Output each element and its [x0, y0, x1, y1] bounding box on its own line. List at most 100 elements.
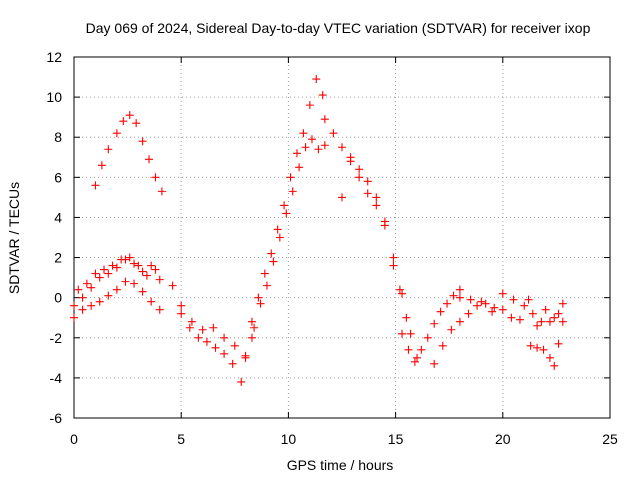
y-tick-label: 2 [54, 250, 62, 266]
y-tick-label: 6 [54, 169, 62, 185]
data-point [464, 309, 473, 318]
data-point [250, 323, 259, 332]
data-point [117, 255, 126, 264]
data-point [398, 329, 407, 338]
x-tick-label: 0 [70, 431, 78, 447]
data-point [269, 257, 278, 266]
series-arc-B [70, 255, 164, 310]
grid [74, 57, 610, 418]
data-point [104, 291, 113, 300]
data-point [185, 323, 194, 332]
series-arc-O [526, 317, 567, 370]
data-point [168, 281, 177, 290]
y-tick-label: -6 [50, 410, 63, 426]
data-point [247, 317, 256, 326]
data-point [449, 291, 458, 300]
data-point [267, 249, 276, 258]
data-point [498, 305, 507, 314]
data-point [134, 261, 143, 270]
data-point [286, 173, 295, 182]
data-point [241, 353, 250, 362]
data-point [372, 193, 381, 202]
data-point [430, 359, 439, 368]
data-point [155, 305, 164, 314]
y-tick-label: -4 [50, 370, 63, 386]
data-point [147, 297, 156, 306]
data-point [147, 261, 156, 270]
data-point [151, 265, 160, 274]
data-point [121, 277, 130, 286]
x-tick-label: 5 [177, 431, 185, 447]
data-point [108, 261, 117, 270]
series-arc-M [455, 289, 529, 316]
data-point [524, 295, 533, 304]
data-point [481, 299, 490, 308]
y-tick-label: 8 [54, 129, 62, 145]
data-point [247, 333, 256, 342]
data-point [395, 285, 404, 294]
data-point [194, 333, 203, 342]
data-point [220, 349, 229, 358]
data-point [473, 301, 482, 310]
data-point [112, 129, 121, 138]
data-point [112, 285, 121, 294]
series-arc-C [70, 277, 164, 322]
data-point [372, 201, 381, 210]
data-point [301, 143, 310, 152]
data-point [438, 341, 447, 350]
data-point [125, 111, 134, 120]
x-axis-label: GPS time / hours [287, 457, 394, 473]
data-point [125, 253, 134, 262]
data-point [338, 193, 346, 202]
y-tick-labels: -6 -4 -2 0 2 4 6 8 10 12 [46, 49, 62, 426]
series-arc-I [320, 115, 411, 322]
data-point [130, 279, 139, 288]
data-point [329, 129, 338, 138]
x-tick-label: 20 [495, 431, 511, 447]
data-point [398, 289, 407, 298]
data-points [70, 75, 567, 386]
data-point [430, 319, 439, 328]
data-point [145, 155, 154, 164]
data-point [550, 313, 559, 322]
data-point [262, 281, 271, 290]
data-point [320, 115, 329, 124]
data-point [404, 345, 413, 354]
data-point [355, 165, 364, 174]
data-point [104, 269, 113, 278]
data-point [338, 143, 346, 152]
data-point [436, 307, 445, 316]
data-point [355, 173, 364, 182]
data-point [151, 173, 160, 182]
data-point [528, 309, 537, 318]
data-point [211, 343, 220, 352]
series-arc-F [177, 309, 256, 360]
y-tick-label: 10 [46, 89, 62, 105]
plot-frame [73, 56, 611, 419]
data-point [91, 269, 100, 278]
data-point [346, 157, 355, 166]
data-point [545, 317, 554, 326]
series-arc-G [241, 75, 327, 362]
data-point [455, 285, 464, 294]
x-tick-label: 25 [602, 431, 618, 447]
data-point [295, 163, 304, 172]
data-point [537, 317, 546, 326]
data-point [78, 293, 87, 302]
data-point [380, 221, 389, 230]
data-point [312, 75, 321, 84]
data-point [417, 345, 426, 354]
data-point [282, 209, 291, 218]
data-point [95, 273, 104, 282]
axis-ticks [73, 56, 611, 419]
data-point [237, 377, 246, 386]
data-point [256, 299, 265, 308]
data-point [443, 299, 452, 308]
data-point [533, 343, 542, 352]
data-point [82, 279, 91, 288]
data-point [157, 187, 166, 196]
data-point [177, 301, 186, 310]
data-point [406, 329, 415, 338]
data-point [520, 301, 529, 310]
data-point [292, 149, 301, 158]
